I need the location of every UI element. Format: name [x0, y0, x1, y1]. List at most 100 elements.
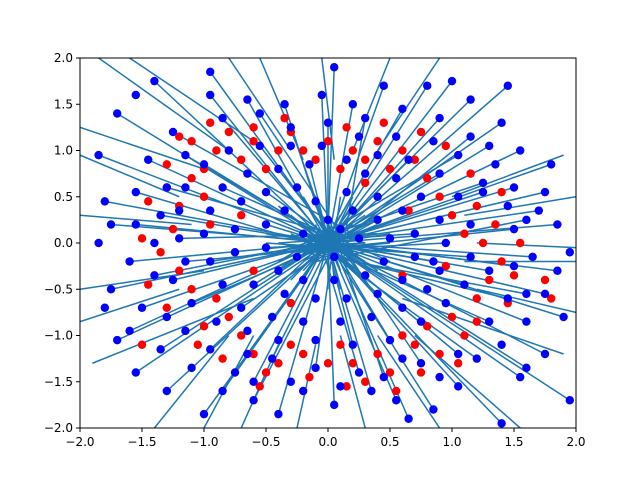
red-data-point: [274, 359, 283, 368]
red-data-point: [144, 280, 153, 289]
connection-line: [315, 145, 490, 253]
x-tick-label: −0.5: [251, 435, 280, 449]
blue-data-point: [261, 220, 271, 229]
red-data-point: [416, 368, 426, 377]
red-data-point: [323, 137, 333, 146]
red-data-point: [299, 146, 308, 155]
blue-data-point: [516, 146, 525, 155]
connection-line: [80, 288, 180, 323]
blue-data-point: [429, 405, 438, 414]
connection-line: [253, 214, 366, 286]
red-data-point: [547, 294, 556, 303]
connection-line: [476, 242, 576, 249]
red-data-point: [423, 174, 432, 183]
connection-line: [265, 233, 515, 267]
blue-data-point: [100, 303, 110, 312]
blue-data-point: [497, 419, 506, 428]
y-tick-label: −1.0: [44, 329, 73, 343]
blue-data-point: [373, 192, 382, 201]
blue-data-point: [299, 229, 308, 238]
red-data-point: [447, 312, 457, 322]
red-data-point: [454, 359, 463, 368]
red-data-point: [478, 238, 488, 248]
blue-data-point: [416, 192, 426, 201]
blue-data-point: [175, 206, 184, 215]
connection-line: [209, 71, 342, 253]
blue-data-point: [150, 238, 159, 248]
red-data-point: [212, 294, 221, 303]
red-data-point: [137, 340, 147, 349]
blue-data-point: [398, 354, 407, 363]
blue-data-point: [392, 132, 401, 141]
connection-line: [278, 154, 459, 263]
blue-data-point: [144, 155, 153, 164]
blue-data-point: [553, 220, 562, 229]
x-axis: −2.0 −1.5 −1.0 −0.5 0.0 0.5 1.0 1.5 2.0: [65, 428, 586, 449]
blue-data-point: [330, 400, 339, 410]
blue-data-point: [435, 266, 444, 275]
blue-data-point: [354, 234, 364, 243]
blue-data-point: [478, 178, 488, 188]
blue-data-point: [509, 261, 519, 271]
connection-line: [451, 154, 564, 198]
connection-line: [240, 214, 379, 309]
blue-data-point: [441, 298, 450, 308]
blue-data-point: [398, 104, 407, 114]
blue-data-point: [206, 345, 215, 354]
blue-data-point: [404, 414, 413, 423]
connection-line: [80, 214, 192, 226]
blue-data-point: [348, 340, 357, 349]
blue-data-point: [181, 326, 190, 336]
connection-line: [327, 85, 509, 244]
blue-data-point: [255, 141, 264, 151]
red-data-point: [516, 238, 525, 248]
blue-data-point: [311, 335, 320, 345]
y-tick-label: 2.0: [54, 51, 73, 65]
blue-data-point: [131, 90, 140, 100]
red-data-point: [398, 146, 407, 155]
blue-data-point: [516, 372, 525, 382]
blue-data-point: [379, 372, 388, 382]
red-data-point: [336, 340, 345, 349]
blue-data-point: [416, 359, 426, 368]
red-data-point: [460, 229, 469, 238]
blue-data-point: [565, 248, 574, 257]
blue-data-point: [168, 275, 178, 285]
blue-data-point: [392, 174, 401, 183]
blue-data-point: [156, 211, 165, 220]
blue-data-point: [249, 377, 258, 386]
red-data-point: [361, 178, 370, 188]
red-data-point: [156, 248, 165, 257]
connection-line: [339, 335, 366, 428]
blue-data-point: [416, 317, 426, 326]
blue-data-point: [150, 271, 159, 280]
blue-data-point: [441, 238, 450, 248]
connection-line: [98, 154, 329, 244]
blue-data-point: [478, 187, 488, 197]
blue-data-point: [367, 312, 376, 322]
blue-data-point: [559, 312, 568, 322]
blue-data-point: [379, 257, 388, 266]
blue-data-point: [361, 169, 370, 178]
blue-data-point: [199, 160, 209, 169]
blue-data-point: [348, 206, 357, 215]
blue-data-point: [330, 252, 339, 262]
connection-line: [116, 112, 329, 244]
blue-data-point: [131, 187, 140, 197]
blue-data-point: [466, 95, 475, 104]
red-data-point: [212, 146, 221, 155]
blue-data-point: [373, 215, 382, 225]
red-data-point: [342, 123, 351, 132]
blue-data-point: [454, 192, 463, 201]
blue-data-point: [261, 187, 271, 197]
blue-data-point: [373, 150, 382, 160]
red-data-point: [199, 192, 209, 201]
red-data-point: [385, 164, 395, 174]
blue-data-point: [311, 363, 320, 373]
blue-data-point: [342, 155, 351, 164]
blue-data-point: [342, 187, 351, 197]
red-data-point: [385, 368, 395, 377]
red-data-point: [175, 266, 184, 275]
blue-data-point: [454, 150, 463, 160]
connection-line: [302, 173, 366, 281]
